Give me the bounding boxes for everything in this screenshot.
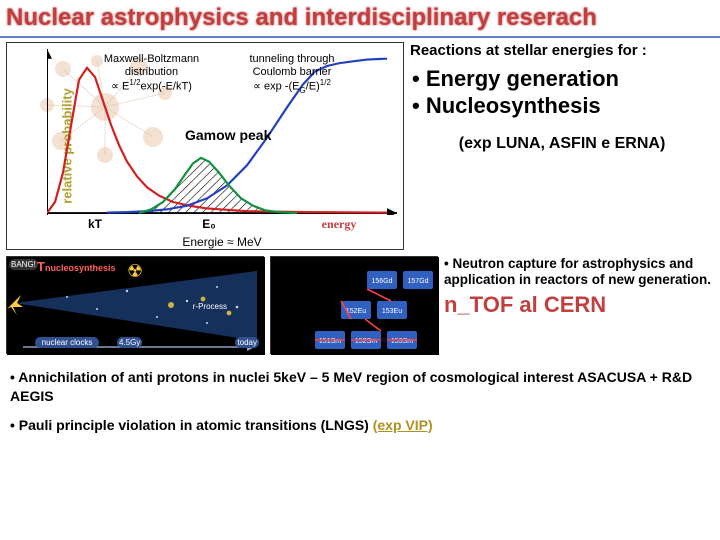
gamow-xlabel: Energie ≈ MeV: [182, 235, 261, 249]
stellar-reactions-text: Reactions at stellar energies for : • En…: [410, 42, 714, 250]
ntof-label: n_TOF al CERN: [444, 292, 714, 318]
today-label: today: [235, 337, 259, 348]
pauli-text: Pauli principle violation in atomic tran…: [19, 417, 373, 433]
neutron-bullet-text: Neutron capture for astrophysics and app…: [444, 256, 711, 287]
xtick-kT: kT: [88, 217, 102, 231]
asacusa-line: • Annichilation of anti protons in nucle…: [10, 368, 710, 406]
svg-text:153Sm: 153Sm: [391, 338, 413, 345]
xtick-energy: energy: [322, 217, 357, 232]
maxwell-annotation: Maxwell-Boltzmanndistribution∝ E1/2exp(-…: [89, 53, 214, 94]
xtick-E0: E₀: [202, 217, 215, 231]
top-row: relative probability Maxwell-Boltzmannd: [0, 38, 720, 256]
T-label: Tnucleosynthesis: [37, 259, 115, 274]
vip-exp: (exp VIP): [373, 417, 433, 433]
bullet-energy-label: Energy generation: [426, 66, 619, 91]
neutron-bullet: • Neutron capture for astrophysics and a…: [444, 256, 714, 288]
rprocess-label: r-Process: [191, 301, 229, 312]
svg-text:151Sm: 151Sm: [319, 338, 341, 345]
pauli-line: • Pauli principle violation in atomic tr…: [10, 416, 710, 435]
stellar-heading: Reactions at stellar energies for :: [410, 42, 714, 61]
bullet-nucleo: • Nucleosynthesis: [412, 92, 714, 120]
bottom-section: • Annichilation of anti protons in nucle…: [0, 360, 720, 449]
nuclear-clocks-label: nuclear clocks: [35, 337, 99, 348]
bullet-energy: • Energy generation: [412, 65, 714, 93]
page-title: Nuclear astrophysics and interdisciplina…: [0, 0, 720, 38]
svg-text:156Gd: 156Gd: [371, 278, 392, 285]
bullet-nucleo-label: Nucleosynthesis: [426, 93, 601, 118]
gamow-xaxis: kT E₀ energy Energie ≈ MeV: [47, 217, 397, 247]
gamow-peak-label: Gamow peak: [185, 127, 271, 143]
tunnel-annotation: tunneling throughCoulomb barrier∝ exp -(…: [232, 53, 352, 95]
big-bang-figure: BANG! Tnucleosynthesis 4.5Gy nuclear clo…: [6, 256, 264, 354]
asacusa-text: Annichilation of anti protons in nuclei …: [18, 369, 577, 385]
mid-row: BANG! Tnucleosynthesis 4.5Gy nuclear clo…: [0, 256, 720, 360]
neutron-text: • Neutron capture for astrophysics and a…: [444, 256, 714, 319]
bang-label: BANG!: [9, 259, 38, 270]
svg-text:153Eu: 153Eu: [382, 308, 402, 315]
neutron-capture-figure: 156Gd157Gd152Eu153Eu151Sm152Sm153Sm: [270, 256, 438, 354]
gamow-chart: relative probability Maxwell-Boltzmannd: [6, 42, 404, 250]
svg-text:157Gd: 157Gd: [407, 278, 428, 285]
svg-text:152Sm: 152Sm: [355, 338, 377, 345]
experiments-label: (exp LUNA, ASFIN e ERNA): [410, 134, 714, 154]
age-label: 4.5Gy: [117, 337, 142, 348]
